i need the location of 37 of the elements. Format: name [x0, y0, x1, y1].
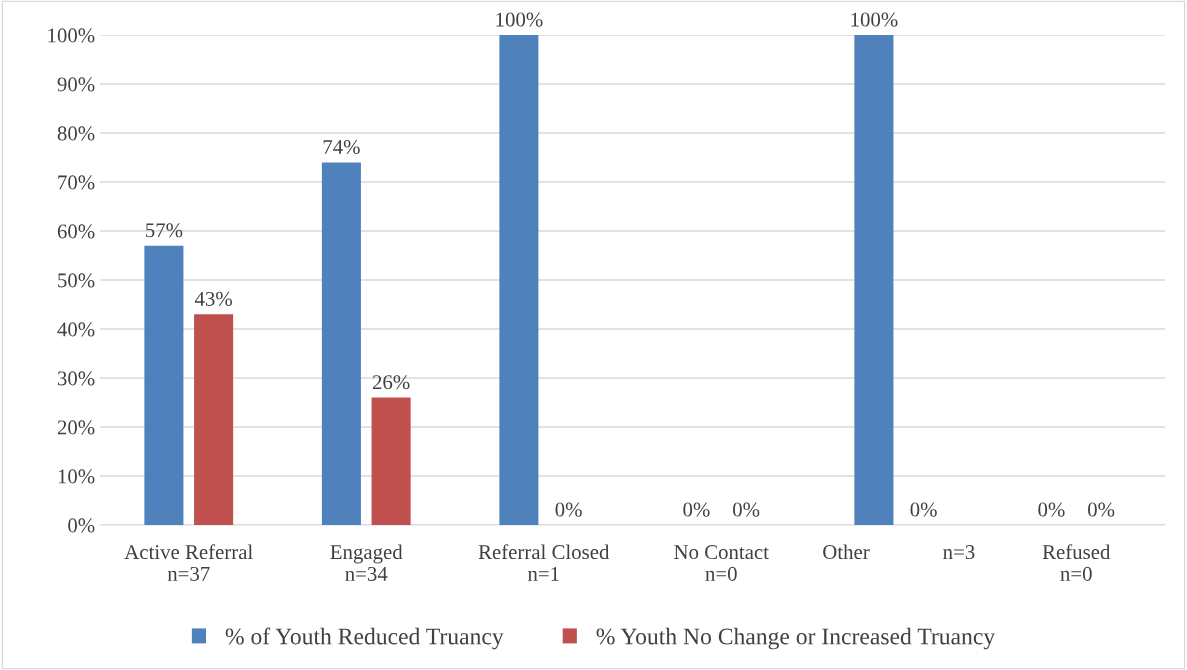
y-tick-label: 100%	[48, 28, 95, 43]
text: 26%	[372, 375, 410, 390]
y-tick-label: 80%	[57, 126, 95, 141]
bar	[321, 162, 361, 525]
x-tick-label: Refused n=0	[1042, 544, 1111, 581]
text: 0%	[733, 502, 760, 517]
y-tick-label: 60%	[57, 224, 95, 239]
x-tick-label: Engaged n=34	[330, 544, 403, 581]
text: 0%	[1038, 502, 1065, 517]
y-tick-label: 90%	[57, 77, 95, 92]
bar	[371, 397, 411, 525]
bar	[194, 314, 234, 525]
text: 57%	[146, 223, 183, 238]
x-tick-label: No Contact n=0	[674, 545, 769, 581]
y-tick-label: 20%	[57, 420, 95, 435]
y-tick-label: 50%	[58, 273, 95, 288]
y-tick-label: 0%	[68, 518, 95, 533]
y-tick-label: 30%	[57, 371, 95, 386]
bar	[499, 35, 539, 525]
text: 0%	[1088, 502, 1115, 517]
text: 0%	[910, 502, 937, 517]
bar	[854, 35, 894, 525]
y-tick-label: 70%	[58, 175, 95, 190]
y-tick-label: 10%	[58, 469, 95, 484]
text: 0%	[555, 502, 582, 517]
legend-label: % Youth No Change or Increased Truancy	[596, 627, 996, 650]
text: 74%	[323, 139, 360, 155]
bar	[144, 245, 184, 525]
text: 100%	[851, 12, 898, 27]
x-tick-label: Referral Closed n=1	[478, 544, 610, 581]
text: 43%	[194, 291, 232, 306]
x-tick-label: Active Referral n=37	[124, 544, 253, 581]
text: 0%	[683, 502, 710, 517]
text: 100%	[496, 12, 543, 27]
x-tick-label: Other n=3	[823, 544, 975, 560]
y-tick-label: 40%	[57, 322, 95, 337]
legend-label: % of Youth Reduced Truancy	[225, 627, 504, 650]
